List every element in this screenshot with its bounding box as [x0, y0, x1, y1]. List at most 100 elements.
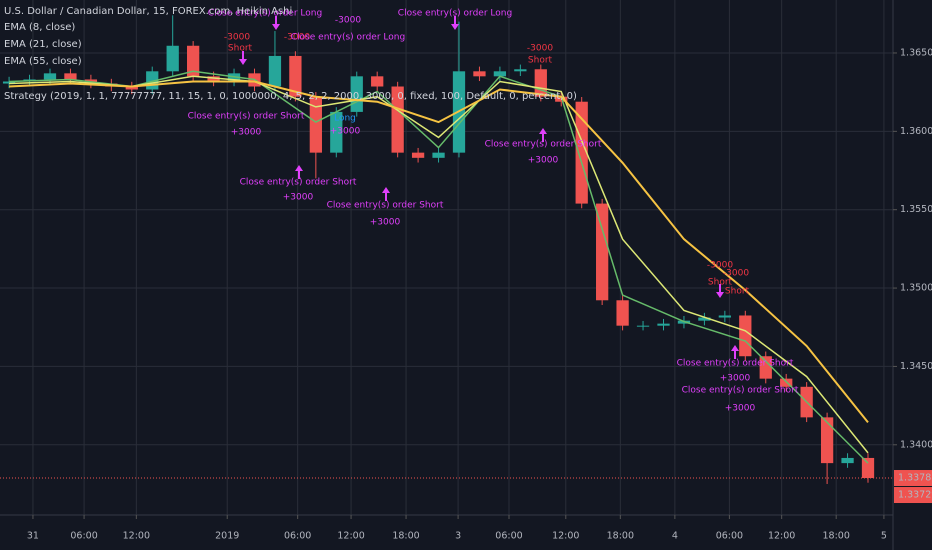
x-tick-label: 2019 — [215, 531, 239, 542]
x-tick-label: 12:00 — [123, 531, 150, 542]
axes: 1.36500 1.36000 1.35500 1.35000 1.34500 1.340… — [27, 47, 932, 542]
trade-annotation: -3000 — [527, 44, 553, 54]
trade-annotation: Long — [334, 114, 356, 124]
candle-body — [514, 69, 527, 72]
candle-body — [657, 323, 670, 326]
trade-annotation: -3000 — [723, 269, 749, 279]
y-tick-label: 1.35000 — [900, 283, 932, 294]
x-tick-label: 12:00 — [337, 531, 364, 542]
trade-arrow — [295, 165, 303, 179]
candle-body — [64, 73, 77, 80]
candle-body — [473, 71, 486, 77]
trade-arrow — [451, 16, 459, 30]
trade-annotation: Short — [228, 44, 253, 54]
ema-line — [9, 70, 869, 464]
trade-arrow — [539, 128, 547, 142]
candle-body — [43, 73, 57, 80]
candle-body — [187, 45, 200, 77]
trade-annotation: Close entry(s) order Long — [291, 33, 405, 43]
candle-body — [596, 203, 609, 301]
legend-entry: EMA (8, close) — [4, 22, 75, 33]
trade-annotation: -3000 — [224, 33, 250, 43]
candle-body — [268, 55, 282, 87]
candle-body — [207, 76, 220, 82]
candle-body — [371, 76, 384, 87]
trade-annotation: Close entry(s) order Long — [398, 9, 512, 19]
x-tick-label: 3 — [455, 531, 461, 542]
x-tick-label: 06:00 — [716, 531, 743, 542]
trade-annotation: Short — [708, 278, 733, 288]
x-tick-label: 06:00 — [284, 531, 311, 542]
candle-body — [841, 457, 854, 464]
trade-arrow — [382, 187, 390, 201]
candle-body — [125, 86, 138, 90]
x-tick-label: 12:00 — [768, 531, 795, 542]
trade-annotation: +3000 — [720, 374, 751, 384]
legend: U.S. Dollar / Canadian Dollar, 15, FOREX… — [4, 6, 577, 102]
trade-annotation: Short — [725, 287, 750, 297]
x-tick-label: 18:00 — [607, 531, 634, 542]
candle-body — [698, 317, 711, 321]
candle-body — [780, 378, 793, 387]
ema-line — [9, 75, 869, 454]
price-label: 1.33729 — [898, 490, 932, 501]
candle-body — [391, 86, 404, 153]
y-tick-label: 1.36000 — [900, 126, 932, 137]
legend-entry: EMA (21, close) — [4, 39, 82, 50]
candle-body — [309, 96, 322, 153]
price-box — [894, 487, 932, 504]
last-price-box — [894, 470, 932, 487]
trade-annotation: +3000 — [528, 156, 559, 166]
y-tick-label: 1.36500 — [900, 47, 932, 58]
trade-annotation: +3000 — [283, 193, 314, 203]
plot-area — [0, 15, 893, 484]
trade-arrow — [731, 345, 739, 359]
trade-arrow — [272, 16, 280, 30]
candle-body — [432, 152, 445, 158]
trade-annotation: -3000 — [707, 261, 733, 271]
candle-body — [493, 71, 507, 77]
ema-line — [9, 80, 869, 424]
trade-arrow — [716, 284, 724, 298]
x-tick-label: 5 — [881, 531, 887, 542]
x-tick-label: 06:00 — [495, 531, 522, 542]
trade-annotation: Close entry(s) order Short — [485, 140, 602, 150]
candle-body — [636, 325, 650, 327]
trade-annotation: -3000 — [284, 33, 310, 43]
candle-body — [739, 315, 752, 357]
trade-annotation: Close entry(s) order Short — [327, 201, 444, 211]
candle-body — [820, 417, 834, 464]
candle-body — [616, 300, 629, 326]
candle-body — [411, 152, 425, 158]
y-tick-label: 1.34000 — [900, 439, 932, 450]
x-tick-label: 06:00 — [70, 531, 97, 542]
legend-entry: EMA (55, close) — [4, 56, 82, 67]
trade-annotation: -3000 — [335, 16, 361, 26]
trade-annotation: Close entry(s) order Long — [208, 9, 322, 19]
candle-body — [759, 356, 772, 379]
chart-title: U.S. Dollar / Canadian Dollar, 15, FOREX… — [4, 6, 292, 17]
trade-annotation: Short — [528, 56, 553, 66]
x-tick-label: 31 — [27, 531, 39, 542]
trade-annotation: Close entry(s) order Short — [240, 178, 357, 188]
candle-body — [166, 45, 179, 72]
x-tick-label: 18:00 — [392, 531, 419, 542]
candle-body — [289, 55, 302, 97]
candle-body — [330, 111, 343, 153]
trade-annotation: Close entry(s) order Short — [188, 112, 305, 122]
trade-annotation: Close entry(s) order Short — [677, 359, 794, 369]
x-tick-label: 4 — [672, 531, 678, 542]
candle-body — [534, 69, 547, 97]
trade-arrow — [239, 51, 247, 65]
last-price-label: 1.33788 — [898, 473, 932, 484]
y-tick-label: 1.35500 — [900, 204, 932, 215]
x-tick-label: 12:00 — [552, 531, 579, 542]
strategy-label: Strategy (2019, 1, 1, 77777777, 11, 15, … — [4, 91, 577, 102]
candle-body — [575, 101, 588, 204]
trade-annotation: +3000 — [725, 404, 756, 414]
candle-body — [2, 81, 16, 84]
